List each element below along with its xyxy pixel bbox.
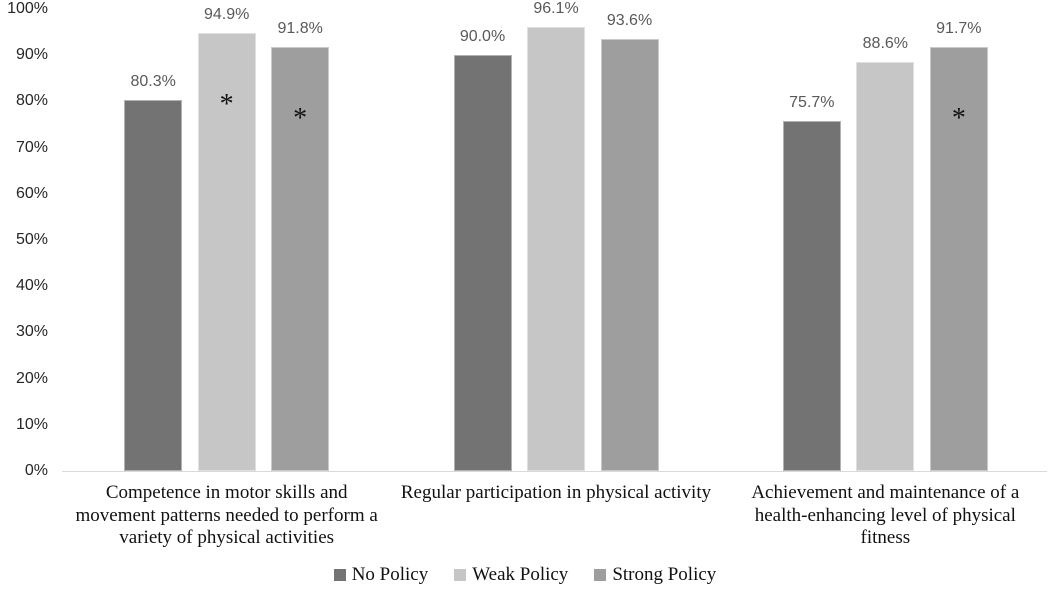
bar-value-label: 91.8% — [277, 19, 323, 37]
category-label: Achievement and maintenance of a health-… — [751, 482, 1020, 548]
legend-item-strong-policy: Strong Policy — [594, 564, 716, 586]
y-axis-tick-label: 0% — [24, 462, 48, 479]
bar-no-policy — [782, 121, 841, 471]
y-axis-tick-label: 10% — [15, 415, 48, 433]
bar-value-label: 75.7% — [789, 94, 835, 112]
bar-strong-policy — [271, 46, 330, 471]
category-label: Regular participation in physical activi… — [400, 482, 712, 503]
legend-swatch-icon — [333, 569, 346, 581]
bar-value-label: 88.6% — [862, 34, 909, 52]
significance-asterisk: * — [219, 88, 234, 120]
y-axis-tick-label: 50% — [15, 231, 48, 248]
legend-label: Weak Policy — [472, 564, 569, 585]
bar-no-policy — [124, 100, 183, 471]
legend-label: Strong Policy — [612, 564, 717, 585]
legend-label: No Policy — [351, 564, 429, 585]
bar-value-label: 90.0% — [459, 28, 506, 46]
legend: No Policy Weak Policy Strong Policy — [0, 563, 1050, 587]
significance-asterisk: * — [951, 103, 966, 135]
bar-no-policy — [453, 55, 512, 471]
y-axis-tick-label: 90% — [15, 46, 48, 64]
bar-weak-policy — [527, 27, 585, 471]
bar-weak-policy — [197, 32, 256, 471]
y-axis-tick-label: 20% — [15, 369, 48, 387]
category-label: Competence in motor skills and movement … — [75, 482, 378, 548]
bar-weak-policy — [856, 61, 915, 471]
legend-swatch-icon — [594, 569, 607, 581]
bar-value-label: 93.6% — [606, 11, 653, 29]
y-axis-tick-label: 60% — [15, 184, 48, 202]
significance-asterisk: * — [293, 102, 308, 134]
bar-value-label: 91.7% — [936, 20, 982, 38]
x-axis-line — [62, 471, 1047, 472]
y-axis-tick-label: 30% — [15, 323, 48, 341]
bar-value-label: 94.9% — [203, 5, 250, 23]
legend-swatch-icon — [454, 569, 467, 581]
bar-strong-policy — [929, 47, 988, 471]
legend-item-no-policy: No Policy — [333, 564, 429, 586]
y-axis-tick-label: 100% — [7, 0, 48, 17]
bar-value-label: 80.3% — [130, 73, 176, 90]
legend-item-weak-policy: Weak Policy — [454, 564, 568, 586]
bar-strong-policy — [600, 38, 659, 471]
y-axis-tick-label: 80% — [15, 92, 48, 110]
bar-value-label: 96.1% — [533, 0, 579, 18]
y-axis-tick-label: 40% — [15, 277, 48, 295]
y-axis-tick-label: 70% — [15, 138, 48, 156]
